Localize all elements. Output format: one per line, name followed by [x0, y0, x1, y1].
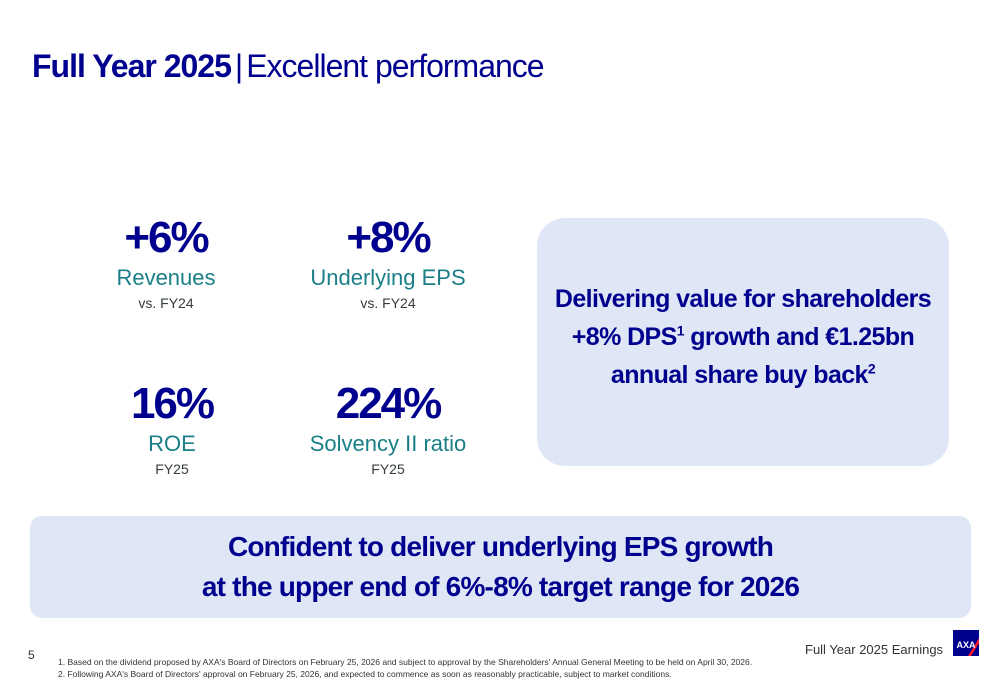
- highlight-line-3: annual share buy back2: [610, 356, 876, 394]
- kpi-roe: 16% ROE FY25: [62, 380, 282, 478]
- footnote-2: 2. Following AXA's Board of Directors' a…: [58, 669, 672, 679]
- footer-label: Full Year 2025 Earnings: [805, 642, 944, 657]
- footnote-ref-1: 1: [676, 322, 685, 339]
- kpi-comparison: vs. FY24: [360, 295, 416, 311]
- kpi-value: 224%: [335, 379, 443, 428]
- highlight-line-1: Delivering value for shareholders: [554, 285, 932, 313]
- kpi-revenues: +6% Revenues vs. FY24: [56, 214, 276, 312]
- kpi-label: ROE: [148, 431, 196, 456]
- page-title: Full Year 2025 | Excellent performance: [32, 46, 545, 86]
- title-separator: |: [234, 48, 243, 84]
- kpi-label: Solvency II ratio: [309, 431, 467, 456]
- kpi-value: 16%: [130, 379, 215, 428]
- title-subtitle: Excellent performance: [246, 48, 544, 84]
- kpi-value: +8%: [346, 213, 431, 262]
- footnotes: 1. Based on the dividend proposed by AXA…: [58, 656, 752, 680]
- highlight-line-2: +8% DPS1 growth and €1.25bn: [571, 318, 915, 356]
- outlook-line-2: at the upper end of 6%-8% target range f…: [201, 571, 800, 602]
- outlook-line-1: Confident to deliver underlying EPS grow…: [227, 531, 774, 562]
- shareholder-value-panel: Delivering value for shareholders +8% DP…: [537, 218, 949, 466]
- highlight-buyback-amount: growth and €1.25bn: [683, 323, 915, 351]
- logo-text: AXA: [956, 640, 976, 650]
- logo-red-slash: [968, 638, 979, 656]
- axa-logo-icon: AXA: [953, 630, 979, 656]
- footnote-1: 1. Based on the dividend proposed by AXA…: [58, 657, 753, 667]
- outlook-panel: Confident to deliver underlying EPS grow…: [30, 516, 971, 618]
- kpi-comparison: FY25: [155, 461, 189, 477]
- kpi-value: +6%: [124, 213, 209, 262]
- title-year: Full Year 2025: [32, 48, 232, 84]
- kpi-label: Underlying EPS: [310, 265, 466, 290]
- kpi-label: Revenues: [116, 265, 216, 290]
- highlight-dps: +8% DPS: [571, 323, 677, 351]
- footnote-ref-2: 2: [867, 360, 876, 377]
- highlight-buyback: annual share buy back: [610, 361, 869, 389]
- axa-logo-graphic: AXA: [953, 630, 979, 656]
- kpi-underlying-eps: +8% Underlying EPS vs. FY24: [278, 214, 498, 312]
- kpi-comparison: FY25: [371, 461, 405, 477]
- kpi-comparison: vs. FY24: [138, 295, 194, 311]
- page-number: 5: [28, 648, 35, 662]
- kpi-solvency-ratio: 224% Solvency II ratio FY25: [278, 380, 498, 478]
